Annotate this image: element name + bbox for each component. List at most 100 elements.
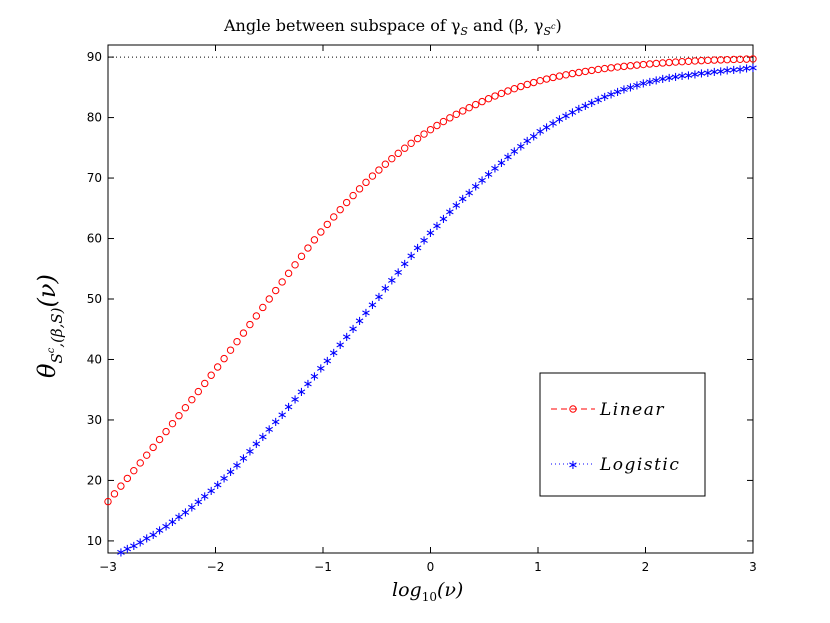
x-tick-label: 2 [642, 560, 650, 574]
linear-point [104, 497, 112, 506]
y-tick-label: 50 [87, 292, 102, 306]
logistic-point: ∗ [625, 81, 636, 96]
logistic-point: ∗ [373, 290, 384, 305]
legend: Linear ∗ Logistic [539, 372, 706, 497]
logistic-point: ∗ [186, 500, 197, 515]
logistic-point: ∗ [451, 199, 462, 214]
linear-point [213, 363, 222, 371]
legend-logistic-marker: ∗ [568, 458, 579, 473]
y-tick-label: 80 [87, 111, 102, 125]
logistic-point: ∗ [199, 490, 210, 505]
legend-item-linear: Linear [551, 400, 665, 420]
logistic-point: ∗ [586, 96, 597, 111]
logistic-point: ∗ [257, 430, 268, 445]
logistic-point: ∗ [135, 535, 146, 550]
legend-logistic-label: Logistic [599, 455, 680, 475]
logistic-point: ∗ [696, 67, 707, 82]
logistic-point: ∗ [548, 116, 559, 131]
linear-point [323, 220, 331, 229]
logistic-point: ∗ [496, 156, 507, 171]
logistic-point: ∗ [606, 88, 617, 103]
y-tick-label: 60 [87, 232, 102, 246]
linear-point [510, 84, 519, 93]
chart-title: Angle between subspace of γS and (β, γSc… [223, 16, 562, 38]
linear-point [355, 185, 364, 193]
logistic-point: ∗ [689, 68, 700, 83]
logistic-point: ∗ [154, 524, 165, 539]
logistic-point: ∗ [251, 437, 262, 452]
logistic-point: ∗ [232, 458, 243, 473]
linear-point [143, 451, 151, 459]
linear-point [459, 107, 467, 115]
linear-point [291, 261, 299, 269]
linear-point [265, 295, 273, 303]
logistic-point: ∗ [380, 282, 391, 297]
linear-point [130, 466, 138, 475]
ticks-layer: −3 −2 −1 0 1 2 3 10 20 30 40 50 60 70 80 90 [87, 45, 757, 574]
logistic-point: ∗ [341, 330, 352, 345]
legend-linear-label: Linear [599, 400, 665, 420]
linear-point [342, 198, 351, 207]
linear-point [194, 387, 203, 396]
x-tick-label: −3 [99, 560, 117, 574]
x-tick-label: −2 [207, 560, 225, 574]
legend-box [539, 372, 706, 497]
x-axis-label: log10(ν) [392, 579, 463, 604]
logistic-point: ∗ [612, 85, 623, 100]
linear-point [478, 97, 486, 106]
linear-point [749, 55, 757, 63]
logistic-point: ∗ [638, 77, 649, 92]
logistic-point: ∗ [651, 73, 662, 88]
linear-point [162, 427, 170, 436]
x-tick-label: −1 [314, 560, 332, 574]
logistic-point: ∗ [348, 322, 359, 337]
linear-point [388, 154, 396, 163]
logistic-point: ∗ [477, 174, 488, 189]
y-tick-label: 10 [87, 534, 102, 548]
logistic-point: ∗ [722, 64, 733, 79]
logistic-point: ∗ [541, 120, 552, 135]
logistic-point: ∗ [560, 109, 571, 124]
linear-point [149, 443, 157, 452]
logistic-point: ∗ [322, 354, 333, 369]
legend-linear-marker [569, 405, 577, 413]
linear-point [375, 166, 383, 174]
linear-point [297, 252, 306, 261]
logistic-point: ∗ [354, 314, 365, 329]
legend-item-logistic: ∗ Logistic [551, 455, 680, 475]
logistic-point: ∗ [599, 90, 610, 105]
logistic-point: ∗ [664, 71, 675, 86]
linear-point [407, 139, 415, 147]
linear-point [446, 114, 454, 122]
linear-point [117, 482, 125, 490]
linear-point [517, 82, 525, 91]
linear-point [284, 269, 293, 278]
y-tick-label: 90 [87, 50, 102, 64]
logistic-point: ∗ [657, 72, 668, 87]
linear-point [226, 346, 235, 354]
logistic-point: ∗ [670, 70, 681, 85]
linear-point [330, 213, 338, 221]
logistic-point: ∗ [631, 78, 642, 93]
linear-point [110, 490, 119, 498]
linear-point [426, 125, 435, 134]
linear-point [155, 435, 164, 444]
logistic-point: ∗ [219, 472, 230, 487]
logistic-point: ∗ [244, 444, 255, 459]
linear-point [381, 160, 390, 168]
linear-point [304, 244, 312, 252]
logistic-point: ∗ [412, 241, 423, 256]
linear-point [349, 191, 357, 200]
logistic-point: ∗ [309, 369, 320, 384]
linear-point [246, 320, 254, 329]
y-axis-label: θSc,(β,S)(ν) [33, 274, 66, 378]
series-linear [104, 55, 757, 506]
logistic-point: ∗ [302, 377, 313, 392]
logistic-point: ∗ [122, 542, 133, 557]
logistic-point: ∗ [393, 265, 404, 280]
logistic-point: ∗ [438, 212, 449, 227]
linear-point [233, 337, 241, 346]
logistic-point: ∗ [748, 61, 759, 76]
logistic-point: ∗ [264, 423, 275, 438]
logistic-point: ∗ [735, 62, 746, 77]
